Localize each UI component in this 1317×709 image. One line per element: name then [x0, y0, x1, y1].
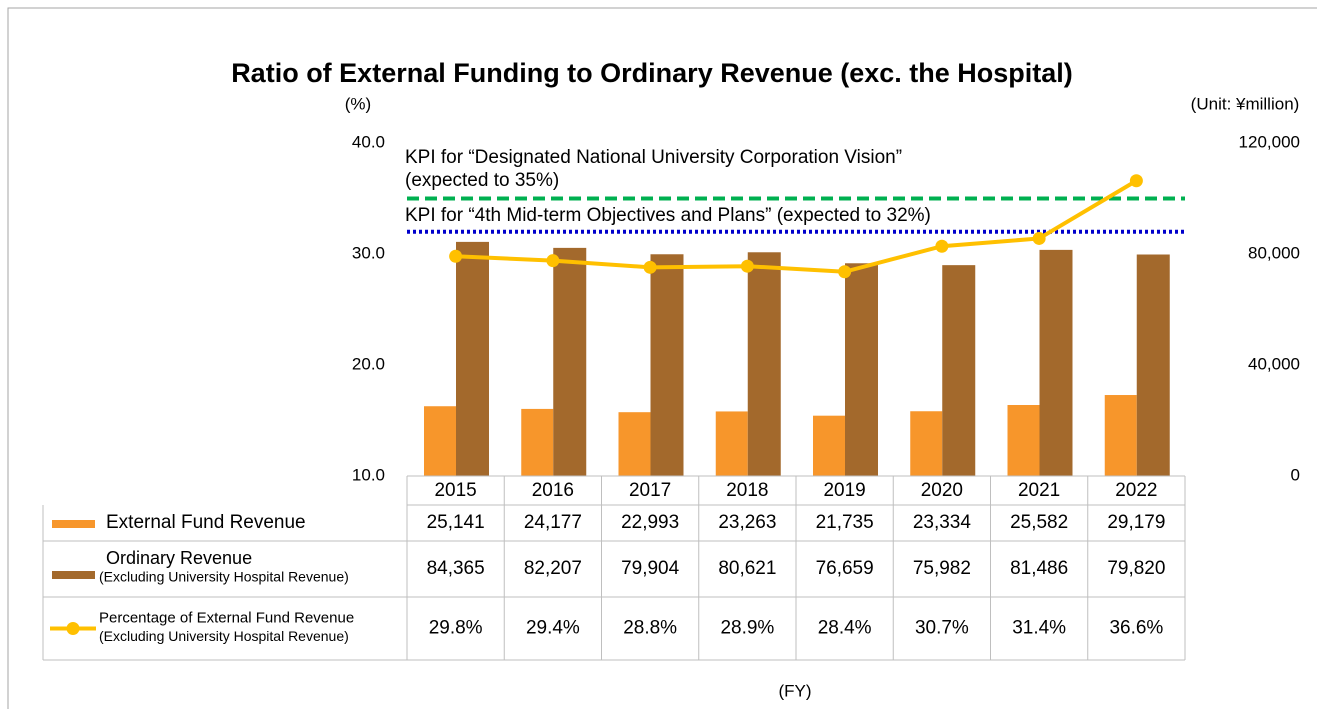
table-value: 28.8%	[623, 618, 677, 639]
y-axis-label: (%)	[345, 94, 371, 113]
reference-label: KPI for “4th Mid-term Objectives and Pla…	[405, 205, 931, 226]
table-value: 30.7%	[915, 618, 969, 639]
table-value: 29.4%	[526, 618, 580, 639]
y-tick-label: 10.0	[352, 465, 385, 484]
y2-axis-label: (Unit: ¥million)	[1191, 94, 1300, 113]
y2-tick-label: 0	[1291, 465, 1300, 484]
bar	[521, 408, 554, 476]
bar	[618, 412, 651, 476]
legend-label: Ordinary Revenue	[106, 548, 252, 568]
bar	[1039, 249, 1073, 476]
legend-sublabel: (Excluding University Hospital Revenue)	[99, 628, 349, 644]
x-axis-label: (FY)	[778, 681, 811, 700]
legend-swatch	[52, 520, 95, 528]
table-value: 22,993	[621, 512, 679, 533]
bar	[715, 411, 748, 476]
bar	[747, 252, 781, 476]
y-tick-label: 20.0	[352, 354, 385, 373]
bar	[424, 406, 456, 476]
table-value: 84,365	[427, 558, 485, 579]
bar	[845, 263, 878, 476]
bar	[650, 254, 684, 476]
table-value: 28.4%	[818, 618, 872, 639]
y2-tick-label: 80,000	[1248, 243, 1300, 262]
table-value: 76,659	[816, 558, 874, 579]
bar	[942, 265, 976, 476]
legend-swatch	[52, 571, 95, 579]
reference-label: KPI for “Designated National University …	[405, 147, 902, 168]
table-value: 28.9%	[720, 618, 774, 639]
y2-tick-label: 120,000	[1239, 132, 1300, 151]
table-value: 25,582	[1010, 512, 1068, 533]
x-tick-label: 2020	[921, 480, 963, 501]
reference-label: (expected to 35%)	[405, 170, 559, 191]
table-value: 79,904	[621, 558, 680, 579]
table-value: 29,179	[1107, 512, 1165, 533]
line-marker	[449, 249, 463, 263]
x-tick-label: 2015	[434, 480, 476, 501]
table-value: 31.4%	[1012, 618, 1066, 639]
legend-sublabel: (Excluding University Hospital Revenue)	[99, 569, 349, 585]
x-tick-label: 2016	[532, 480, 574, 501]
legend-label: Percentage of External Fund Revenue	[99, 609, 354, 626]
line-marker	[546, 254, 560, 268]
bar	[910, 411, 943, 476]
table-value: 29.8%	[429, 618, 483, 639]
table-value: 24,177	[524, 512, 582, 533]
table-value: 79,820	[1107, 558, 1165, 579]
x-tick-label: 2017	[629, 480, 671, 501]
table-value: 81,486	[1010, 558, 1068, 579]
bar	[1007, 405, 1040, 476]
y-tick-label: 40.0	[352, 132, 385, 151]
frame	[7, 7, 1317, 709]
bar	[813, 415, 845, 476]
bar	[553, 247, 587, 476]
chart-title: Ratio of External Funding to Ordinary Re…	[231, 58, 1073, 88]
bar	[1136, 254, 1170, 476]
legend-marker	[66, 622, 80, 635]
table-value: 82,207	[524, 558, 582, 579]
bar	[456, 241, 489, 476]
table-value: 25,141	[427, 512, 485, 533]
y-tick-label: 30.0	[352, 243, 385, 262]
x-tick-label: 2019	[823, 480, 865, 501]
y2-tick-label: 40,000	[1248, 354, 1300, 373]
line-marker	[935, 239, 949, 253]
table-value: 23,263	[718, 512, 776, 533]
line-marker	[740, 259, 754, 273]
bar	[1104, 395, 1137, 476]
line-marker	[643, 260, 657, 274]
x-tick-label: 2022	[1115, 480, 1157, 501]
line-marker	[1032, 231, 1046, 245]
table-value: 23,334	[913, 512, 972, 533]
table-value: 36.6%	[1109, 618, 1163, 639]
table-value: 75,982	[913, 558, 971, 579]
table-value: 21,735	[816, 512, 874, 533]
line-marker	[1129, 174, 1143, 188]
line-marker	[838, 265, 852, 279]
line	[455, 179, 1138, 274]
x-tick-label: 2018	[726, 480, 768, 501]
legend-label: External Fund Revenue	[106, 512, 306, 533]
x-tick-label: 2021	[1018, 480, 1060, 501]
table-value: 80,621	[718, 558, 776, 579]
